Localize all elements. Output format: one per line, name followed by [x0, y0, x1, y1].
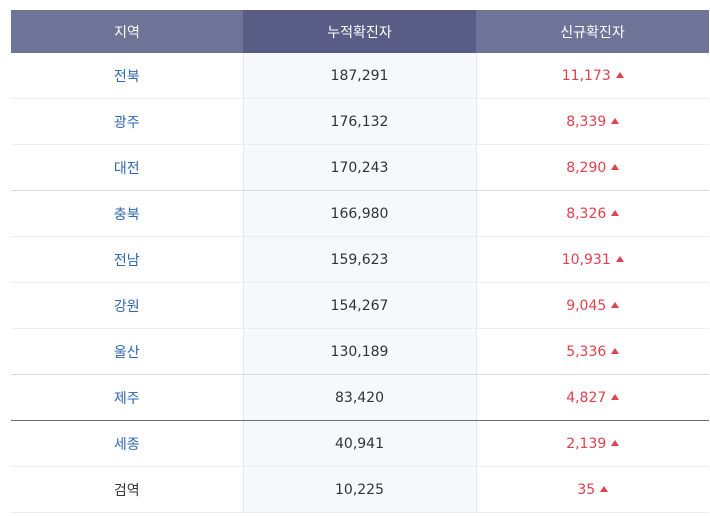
new-value: 9,045 [566, 297, 607, 314]
header-new: 신규확진자 [476, 10, 709, 53]
region-link-jeju[interactable]: 제주 [11, 374, 243, 421]
table-body: 전북 187,291 11,173 광주 176,132 8,339 대전 17… [11, 53, 709, 513]
triangle-up-icon [615, 255, 624, 262]
new-value: 35 [577, 481, 596, 498]
cumulative-cell: 40,941 [242, 420, 477, 467]
table-row: 강원 154,267 9,045 [11, 282, 709, 329]
cumulative-cell: 130,189 [242, 328, 477, 375]
new-value: 10,931 [561, 251, 611, 268]
table-row: 검역 10,225 35 [11, 466, 709, 513]
cumulative-cell: 10,225 [242, 466, 477, 513]
new-cell: 35 [476, 466, 709, 513]
region-link-jeonbuk[interactable]: 전북 [11, 53, 243, 99]
new-value: 4,827 [566, 389, 607, 406]
new-value: 11,173 [561, 67, 611, 84]
new-cell: 8,339 [476, 98, 709, 145]
region-link-gwangju[interactable]: 광주 [11, 98, 243, 145]
triangle-up-icon [615, 71, 624, 78]
new-value: 8,339 [566, 113, 607, 130]
header-cumulative: 누적확진자 [243, 10, 476, 53]
new-cell: 8,290 [476, 144, 709, 191]
cumulative-cell: 187,291 [242, 53, 477, 99]
table-row: 세종 40,941 2,139 [11, 420, 709, 467]
cumulative-cell: 166,980 [242, 190, 477, 237]
triangle-up-icon [611, 301, 620, 308]
new-value: 5,336 [566, 343, 607, 360]
triangle-up-icon [600, 485, 609, 492]
cumulative-cell: 154,267 [242, 282, 477, 329]
new-cell: 4,827 [476, 374, 709, 421]
triangle-up-icon [611, 439, 620, 446]
cumulative-cell: 159,623 [242, 236, 477, 283]
header-row: 지역 누적확진자 신규확진자 [11, 10, 709, 53]
region-link-gangwon[interactable]: 강원 [11, 282, 243, 329]
table-row: 광주 176,132 8,339 [11, 98, 709, 145]
new-value: 8,326 [566, 205, 607, 222]
cumulative-cell: 83,420 [242, 374, 477, 421]
region-link-daejeon[interactable]: 대전 [11, 144, 243, 191]
new-value: 2,139 [566, 435, 607, 452]
new-cell: 2,139 [476, 420, 709, 467]
region-link-chungbuk[interactable]: 충북 [11, 190, 243, 237]
triangle-up-icon [611, 209, 620, 216]
triangle-up-icon [611, 117, 620, 124]
table-row: 전남 159,623 10,931 [11, 236, 709, 283]
table-row: 울산 130,189 5,336 [11, 328, 709, 375]
new-cell: 9,045 [476, 282, 709, 329]
new-cell: 8,326 [476, 190, 709, 237]
covid-region-table: 지역 누적확진자 신규확진자 전북 187,291 11,173 광주 176,… [11, 10, 709, 513]
region-quarantine: 검역 [11, 466, 243, 513]
cumulative-cell: 176,132 [242, 98, 477, 145]
header-region: 지역 [11, 10, 243, 53]
region-link-ulsan[interactable]: 울산 [11, 328, 243, 375]
new-value: 8,290 [566, 159, 607, 176]
triangle-up-icon [611, 347, 620, 354]
triangle-up-icon [611, 393, 620, 400]
triangle-up-icon [611, 163, 620, 170]
new-cell: 10,931 [476, 236, 709, 283]
table-row: 전북 187,291 11,173 [11, 53, 709, 99]
region-link-sejong[interactable]: 세종 [11, 420, 243, 467]
table-row: 대전 170,243 8,290 [11, 144, 709, 191]
new-cell: 11,173 [476, 53, 709, 99]
cumulative-cell: 170,243 [242, 144, 477, 191]
region-link-jeonnam[interactable]: 전남 [11, 236, 243, 283]
table-row: 제주 83,420 4,827 [11, 374, 709, 421]
table-row: 충북 166,980 8,326 [11, 190, 709, 237]
table-header: 지역 누적확진자 신규확진자 [11, 10, 709, 53]
new-cell: 5,336 [476, 328, 709, 375]
